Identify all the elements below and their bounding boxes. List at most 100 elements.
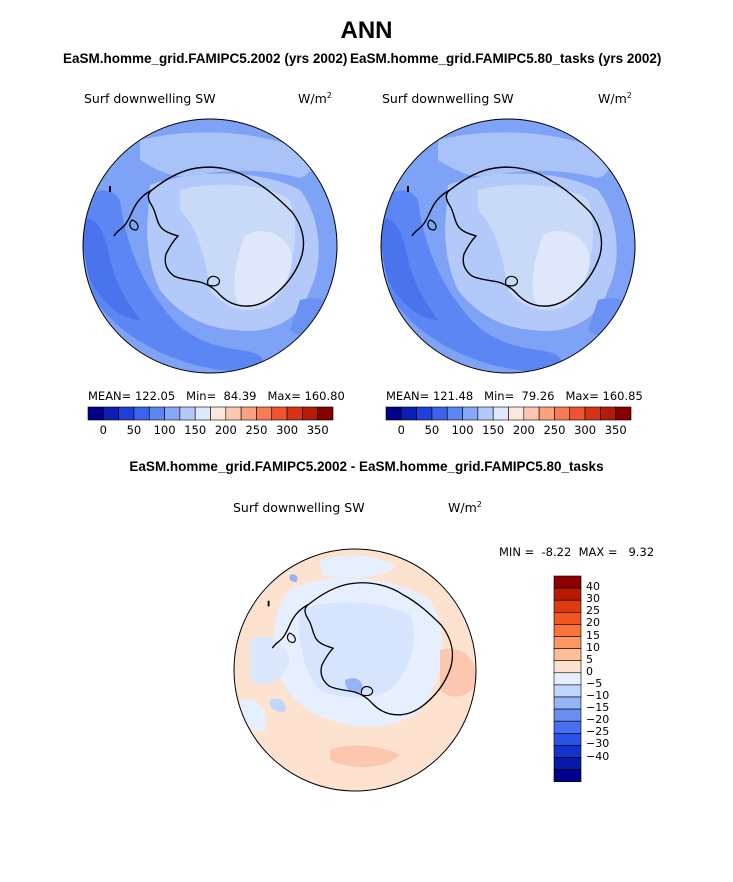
difference-colorbar-tick-label: 10	[586, 640, 600, 654]
panel-1-colorbar-tick-label: 0	[99, 423, 107, 437]
panel-2-colorbar-tick-label: 100	[451, 423, 474, 437]
panel-2-colorbar-swatch	[584, 406, 601, 421]
difference-colorbar-tick-label: 15	[586, 628, 600, 642]
panel-1-min-value: 84.39	[223, 389, 257, 403]
panel-2-colorbar-swatch	[416, 406, 433, 421]
panel-1-max-label: Max=	[267, 389, 301, 403]
panel-1-map-border	[82, 118, 338, 374]
panel-1-stats: MEAN= 122.05 Min= 84.39 Max= 160.80	[88, 389, 345, 403]
difference-map	[234, 549, 476, 791]
difference-colorbar-swatch	[553, 624, 582, 637]
panel-1-colorbar-swatch	[103, 406, 119, 421]
difference-colorbar-swatch	[553, 769, 582, 782]
panel-1-colorbar-swatch	[118, 406, 135, 421]
panel-1-colorbar-tick-label: 300	[276, 423, 299, 437]
panel-2-colorbar-tick-label: 350	[604, 423, 627, 437]
panel-1-max-value: 160.80	[304, 389, 345, 403]
panel-2-colorbar-tick-label: 0	[397, 423, 405, 437]
difference-colorbar-swatch	[553, 636, 582, 649]
panel-2-colorbar-swatch	[385, 406, 402, 421]
panel-1-colorbar-tick-label: 250	[245, 423, 268, 437]
difference-colorbar-tick-label: 30	[586, 592, 600, 606]
difference-colorbar-swatch	[553, 708, 582, 722]
difference-colorbar-swatch	[553, 684, 582, 698]
difference-colorbar-tick-label: −10	[586, 689, 610, 702]
panel-2-colorbar-tick-label: 200	[512, 423, 535, 437]
panel-2-max-value: 160.85	[602, 389, 643, 403]
panel-2-colorbar-swatch	[600, 406, 616, 421]
panel-2-variable-label: Surf downwelling SW	[382, 91, 514, 106]
figure-title: ANN	[340, 17, 393, 44]
difference-variable-label: Surf downwelling SW	[233, 500, 365, 515]
panel-1-colorbar-swatch	[256, 406, 273, 421]
difference-colorbar-tick-label: 0	[586, 664, 593, 678]
panel-2-colorbar-tick-label: 250	[543, 423, 566, 437]
panel-2-map-border	[380, 118, 636, 374]
panel-2-case-title: EaSM.homme_grid.FAMIPC5.80_tasks (yrs 20…	[350, 51, 662, 66]
panel-1-colorbar-tick-label: 50	[126, 423, 142, 437]
difference-title: EaSM.homme_grid.FAMIPC5.2002 - EaSM.homm…	[129, 459, 604, 474]
panel-1-colorbar-tick-label: 150	[184, 423, 207, 437]
panel-1-colorbar-tick-label: 100	[153, 423, 176, 437]
panel-2-min-value: 79.26	[521, 389, 555, 403]
difference-colorbar-tick-label: −30	[586, 737, 610, 751]
difference-colorbar-swatch	[553, 599, 582, 613]
difference-colorbar-swatch	[553, 660, 582, 674]
panel-2-stats: MEAN= 121.48 Min= 79.26 Max= 160.85	[386, 389, 643, 403]
panel-2-units-base: W/m	[598, 91, 627, 107]
panel-2-colorbar	[385, 406, 632, 421]
panel-2-colorbar-swatch	[492, 406, 509, 421]
panel-2-units: W/m2	[598, 91, 632, 106]
panel-2-colorbar-swatch	[554, 406, 571, 421]
panel-1-colorbar-swatch	[179, 406, 196, 421]
panel-1-colorbar-tick-label: 350	[306, 423, 329, 437]
panel-1-colorbar-swatch	[148, 406, 165, 421]
panel-2-colorbar-swatch	[523, 406, 540, 421]
panel-1-variable-label: Surf downwelling SW	[84, 91, 216, 106]
panel-1-colorbar-swatch	[225, 406, 242, 421]
difference-colorbar-swatch	[553, 575, 582, 589]
difference-colorbar-swatch	[553, 611, 582, 625]
panel-2-colorbar-swatch	[477, 406, 494, 421]
panel-2-mean-label: MEAN=	[386, 389, 430, 403]
panel-2-colorbar-swatch	[401, 406, 417, 421]
panel-1-min-label: Min=	[186, 389, 217, 403]
difference-colorbar-swatch	[553, 745, 582, 758]
difference-colorbar-tick-label: −20	[586, 713, 610, 727]
panel-2-colorbar-swatch	[431, 406, 448, 421]
panel-1-map	[83, 119, 337, 373]
difference-colorbar-tick-label: 40	[586, 580, 600, 594]
panel-2-colorbar-swatch	[462, 406, 479, 421]
panel-2-colorbar-swatch	[569, 406, 586, 421]
panel-1-colorbar-swatch	[240, 406, 257, 421]
panel-1-colorbar-swatch	[317, 406, 334, 421]
panel-1-colorbar	[87, 406, 334, 421]
panel-1-colorbar-tick-label: 200	[214, 423, 237, 437]
panel-1-case-title: EaSM.homme_grid.FAMIPC5.2002 (yrs 2002)	[63, 51, 348, 66]
difference-colorbar-swatch	[553, 672, 582, 686]
difference-map-border	[233, 548, 477, 792]
difference-colorbar-swatch	[553, 720, 582, 734]
panel-1-units-exp: 2	[326, 91, 332, 100]
difference-colorbar	[553, 575, 582, 782]
panel-1-units: W/m2	[298, 91, 332, 106]
difference-units-exp: 2	[476, 500, 482, 509]
difference-max-label: MAX =	[578, 545, 618, 559]
difference-colorbar-tick-label: 20	[586, 616, 600, 630]
panel-2-units-exp: 2	[626, 91, 632, 100]
difference-max-value: 9.32	[628, 545, 655, 559]
panel-1-colorbar-swatch	[302, 406, 318, 421]
panel-2-colorbar-swatch	[446, 406, 463, 421]
panel-2-mean-value: 121.48	[432, 389, 474, 403]
difference-colorbar-swatch	[553, 648, 582, 661]
panel-2-colorbar-tick-label: 50	[424, 423, 440, 437]
panel-1-colorbar-swatch	[210, 406, 227, 421]
panel-2-colorbar-swatch	[508, 406, 525, 421]
panel-1-units-base: W/m	[298, 91, 327, 107]
difference-min-label: MIN =	[499, 545, 535, 559]
difference-units-base: W/m	[448, 500, 477, 516]
difference-colorbar-swatch	[553, 732, 582, 746]
difference-colorbar-tick-label: −25	[586, 725, 610, 739]
panel-1-colorbar-swatch	[194, 406, 211, 421]
